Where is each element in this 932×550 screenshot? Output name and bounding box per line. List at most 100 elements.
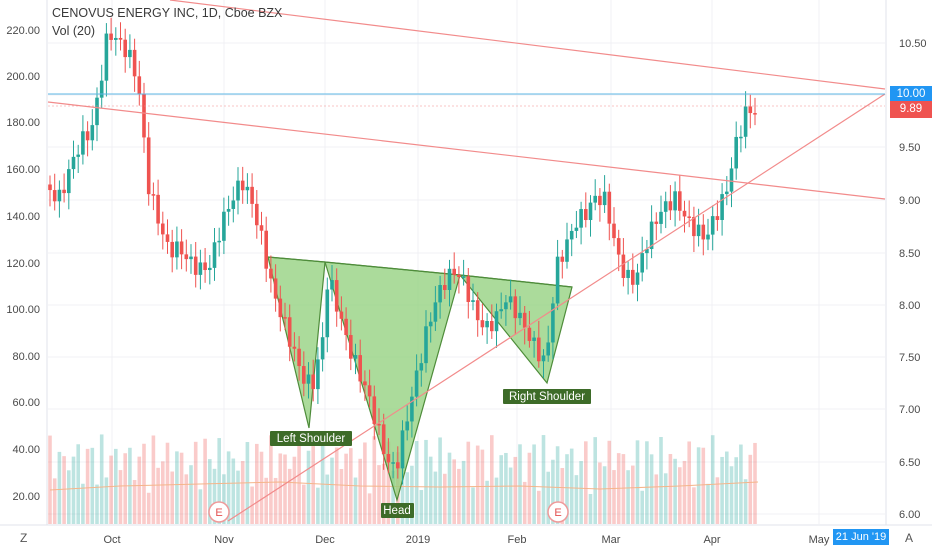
volume-bar [367, 493, 372, 524]
candle-body [330, 280, 334, 290]
volume-bar [414, 441, 419, 524]
volume-bar [273, 477, 278, 524]
volume-bar [226, 451, 231, 524]
candle-body [485, 321, 489, 328]
candle-body [231, 200, 236, 209]
candle-body [522, 312, 527, 328]
candle-body [184, 254, 189, 260]
candle-body [142, 94, 146, 138]
right-tick-label: 9.00 [899, 195, 920, 207]
volume-bar [551, 459, 555, 524]
candle-body [452, 268, 456, 275]
head-label: Head [381, 503, 414, 518]
last-price-badge: 10.00 [890, 86, 932, 103]
right-tick-label: 8.00 [899, 300, 920, 312]
candle-body [151, 194, 156, 196]
candle-body [118, 37, 123, 40]
candle-body [161, 223, 165, 235]
volume-bar [645, 441, 649, 524]
candles [48, 17, 757, 485]
volume-bars [48, 434, 759, 524]
volume-bar [381, 463, 386, 524]
volume-bar [57, 451, 62, 524]
candle-body [649, 221, 654, 250]
volume-bar [339, 469, 344, 524]
candle-body [753, 113, 757, 115]
volume-bar [287, 468, 292, 524]
candle-body [546, 342, 550, 356]
volume-indicator-label[interactable]: Vol (20) [52, 24, 96, 38]
volume-bar [259, 451, 264, 524]
candle-body [198, 262, 203, 275]
volume-bar [443, 473, 447, 524]
candle-body [654, 221, 659, 224]
volume-bar [631, 465, 635, 524]
candle-body [179, 241, 184, 255]
volume-bar [109, 455, 113, 524]
volume-bar [607, 440, 612, 524]
right-tick-label: 6.50 [899, 457, 920, 469]
candle-body [663, 201, 668, 212]
candle-body [99, 80, 104, 98]
volume-bar [52, 478, 57, 524]
candle-body [278, 298, 283, 318]
rising-trendline [227, 93, 886, 522]
volume-bar [330, 457, 334, 524]
volume-bar [668, 454, 673, 524]
candle-body [729, 168, 734, 192]
svg-text:Left Shoulder: Left Shoulder [277, 433, 346, 445]
candle-body [334, 280, 339, 312]
candle-body [490, 321, 494, 332]
zoom-toggle-button[interactable]: Z [20, 531, 28, 545]
candle-body [222, 211, 226, 241]
time-tick-label: Dec [315, 534, 335, 546]
left-tick-label: 120.00 [6, 258, 40, 270]
neckline [267, 256, 573, 288]
candle-body [461, 276, 466, 278]
auto-scale-button[interactable]: A [905, 531, 914, 545]
candle-body [616, 238, 621, 255]
volume-bar [452, 459, 456, 524]
candle-body [682, 210, 687, 217]
candle-body [400, 430, 405, 469]
right-shoulder-label: Right Shoulder [503, 389, 591, 404]
candle-body [471, 300, 475, 302]
volume-bar [569, 448, 574, 524]
volume-bar [715, 477, 720, 524]
candle-body [673, 191, 677, 211]
volume-bar [692, 487, 696, 524]
volume-bar [475, 445, 480, 524]
candle-body [391, 462, 395, 464]
candle-body [90, 125, 95, 141]
volume-bar [513, 456, 518, 524]
candle-body [81, 131, 85, 155]
time-tick-label: May [809, 534, 830, 546]
candle-body [367, 385, 372, 397]
volume-bar [325, 474, 330, 524]
earnings-marker-nov[interactable]: E [208, 501, 230, 523]
candle-body [339, 311, 344, 319]
candle-body [137, 76, 142, 95]
volume-bar [649, 454, 654, 524]
volume-bar [161, 461, 165, 524]
volume-bar [334, 447, 339, 524]
candle-body [123, 39, 127, 58]
volume-bar [424, 439, 428, 524]
volume-bar [311, 446, 315, 524]
volume-bar [654, 474, 659, 524]
chart-title: CENOVUS ENERGY INC, 1D, Cboe BZX [52, 6, 283, 20]
earnings-marker-feb[interactable]: E [547, 501, 569, 523]
volume-bar [659, 437, 663, 524]
left-tick-label: 220.00 [6, 25, 40, 37]
volume-bar [518, 444, 522, 524]
volume-bar [217, 438, 221, 524]
volume-bar [193, 441, 198, 524]
time-tick-label: Feb [508, 534, 527, 546]
candle-body [706, 234, 710, 240]
volume-bar [198, 489, 203, 524]
volume-bar [640, 490, 644, 524]
volume-bar [621, 454, 626, 524]
candle-body [353, 355, 358, 359]
volume-bar [85, 448, 90, 524]
